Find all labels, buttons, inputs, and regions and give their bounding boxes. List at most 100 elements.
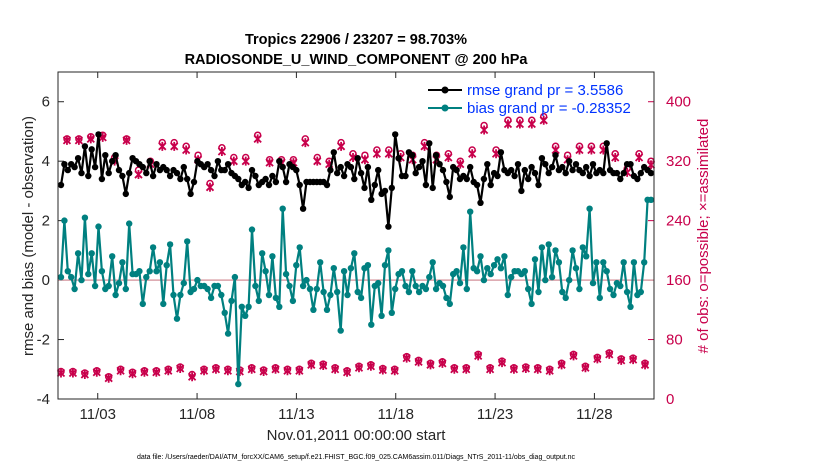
- bias-point: [647, 196, 655, 203]
- rmse-point: [204, 161, 211, 168]
- bias-point: [57, 273, 65, 281]
- obs-assimilated-point: [229, 156, 238, 166]
- rmse-point: [74, 155, 82, 162]
- rmse-point: [426, 140, 433, 147]
- obs-assimilated-point: [503, 119, 513, 129]
- bias-point: [432, 285, 440, 293]
- obs-assimilated-point: [134, 170, 143, 180]
- bias-point: [299, 282, 307, 290]
- rmse-point: [521, 166, 528, 174]
- obs-assimilated-point: [605, 349, 614, 359]
- rmse-point: [102, 152, 109, 159]
- bias-point: [293, 262, 300, 269]
- bias-point: [443, 294, 450, 302]
- bias-point: [456, 279, 464, 287]
- obs-assimilated-point: [295, 366, 304, 376]
- bias-point: [508, 273, 515, 281]
- obs-assimilated-point: [92, 367, 101, 377]
- rmse-point: [589, 161, 597, 168]
- obs-assimilated-point: [378, 365, 387, 375]
- bias-point: [71, 285, 78, 293]
- rmse-point: [221, 166, 228, 174]
- bias-point: [357, 294, 365, 302]
- rmse-point: [375, 166, 382, 174]
- obs-assimilated-point: [575, 145, 584, 155]
- bias-point: [126, 220, 133, 227]
- bias-point: [160, 300, 167, 308]
- legend-rmse-label: rmse grand pr = 3.5586: [467, 82, 623, 99]
- bias-point: [637, 288, 644, 296]
- obs-assimilated-point: [569, 351, 578, 361]
- rmse-point: [473, 181, 481, 189]
- obs-assimilated-point: [313, 156, 322, 166]
- bias-point: [170, 291, 177, 299]
- bias-point: [381, 262, 389, 269]
- data-file-footnote: data file: /Users/raeder/DAI/ATM_forcXX/…: [137, 454, 576, 461]
- bias-point: [494, 256, 501, 263]
- rmse-point: [119, 172, 126, 180]
- rmse-point: [149, 172, 157, 180]
- rmse-point: [64, 166, 72, 174]
- bias-point: [375, 279, 382, 287]
- bias-point: [630, 259, 638, 266]
- bias-point: [586, 205, 593, 212]
- bias-point: [603, 268, 610, 275]
- bias-point: [606, 285, 614, 293]
- obs-assimilated-point: [450, 364, 459, 374]
- bias-point: [555, 259, 563, 266]
- bias-point: [589, 279, 597, 287]
- rmse-point: [354, 155, 361, 162]
- bias-point: [620, 259, 627, 266]
- plot-frame: [57, 71, 655, 400]
- obs-assimilated-point: [384, 149, 393, 159]
- bias-point: [617, 282, 624, 290]
- obs-assimilated-point: [247, 364, 256, 374]
- bias-point: [269, 253, 276, 260]
- bias-point: [583, 253, 590, 260]
- rmse-point: [583, 163, 590, 171]
- bias-series: [57, 196, 655, 388]
- bias-point: [610, 291, 617, 299]
- bias-point: [143, 273, 150, 281]
- bias-point: [272, 294, 280, 302]
- obs-assimilated-point: [319, 361, 328, 371]
- rmse-point: [412, 169, 419, 177]
- bias-point: [221, 309, 228, 316]
- bias-point: [473, 268, 481, 275]
- obs-assimilated-point: [199, 366, 209, 376]
- rmse-point: [177, 175, 184, 183]
- rmse-point: [340, 172, 348, 180]
- bias-point: [218, 291, 225, 299]
- obs-assimilated-point: [271, 364, 280, 374]
- rmse-point: [637, 169, 644, 177]
- obs-assimilated-point: [462, 364, 471, 374]
- rmse-point: [395, 155, 402, 162]
- obs-assimilated-point: [259, 367, 268, 377]
- obs-assimilated-point: [509, 364, 519, 374]
- legend: rmse grand pr = 3.5586 bias grand pr = -…: [428, 82, 631, 117]
- y-tick-label: 0: [42, 272, 50, 289]
- bias-point: [596, 294, 603, 302]
- bias-point: [562, 294, 569, 302]
- bias-point: [64, 268, 72, 275]
- bias-point: [354, 288, 361, 296]
- rmse-point: [538, 155, 546, 162]
- bias-point: [490, 262, 498, 269]
- rmse-point: [122, 190, 129, 198]
- bias-point: [402, 282, 409, 290]
- rmse-point: [511, 172, 518, 180]
- bias-point: [487, 270, 494, 278]
- bias-point: [122, 285, 129, 293]
- rmse-series: [57, 131, 655, 230]
- rmse-point: [579, 169, 586, 177]
- obs-assimilated-point: [158, 141, 167, 151]
- rmse-point: [600, 169, 607, 177]
- bias-point: [627, 303, 634, 310]
- rmse-point: [361, 184, 368, 192]
- bias-point: [68, 273, 75, 281]
- rmse-point: [419, 158, 426, 165]
- rmse-point: [187, 190, 194, 198]
- rmse-point: [146, 158, 153, 165]
- obs-assimilated-point: [527, 119, 536, 129]
- bias-point: [289, 297, 297, 305]
